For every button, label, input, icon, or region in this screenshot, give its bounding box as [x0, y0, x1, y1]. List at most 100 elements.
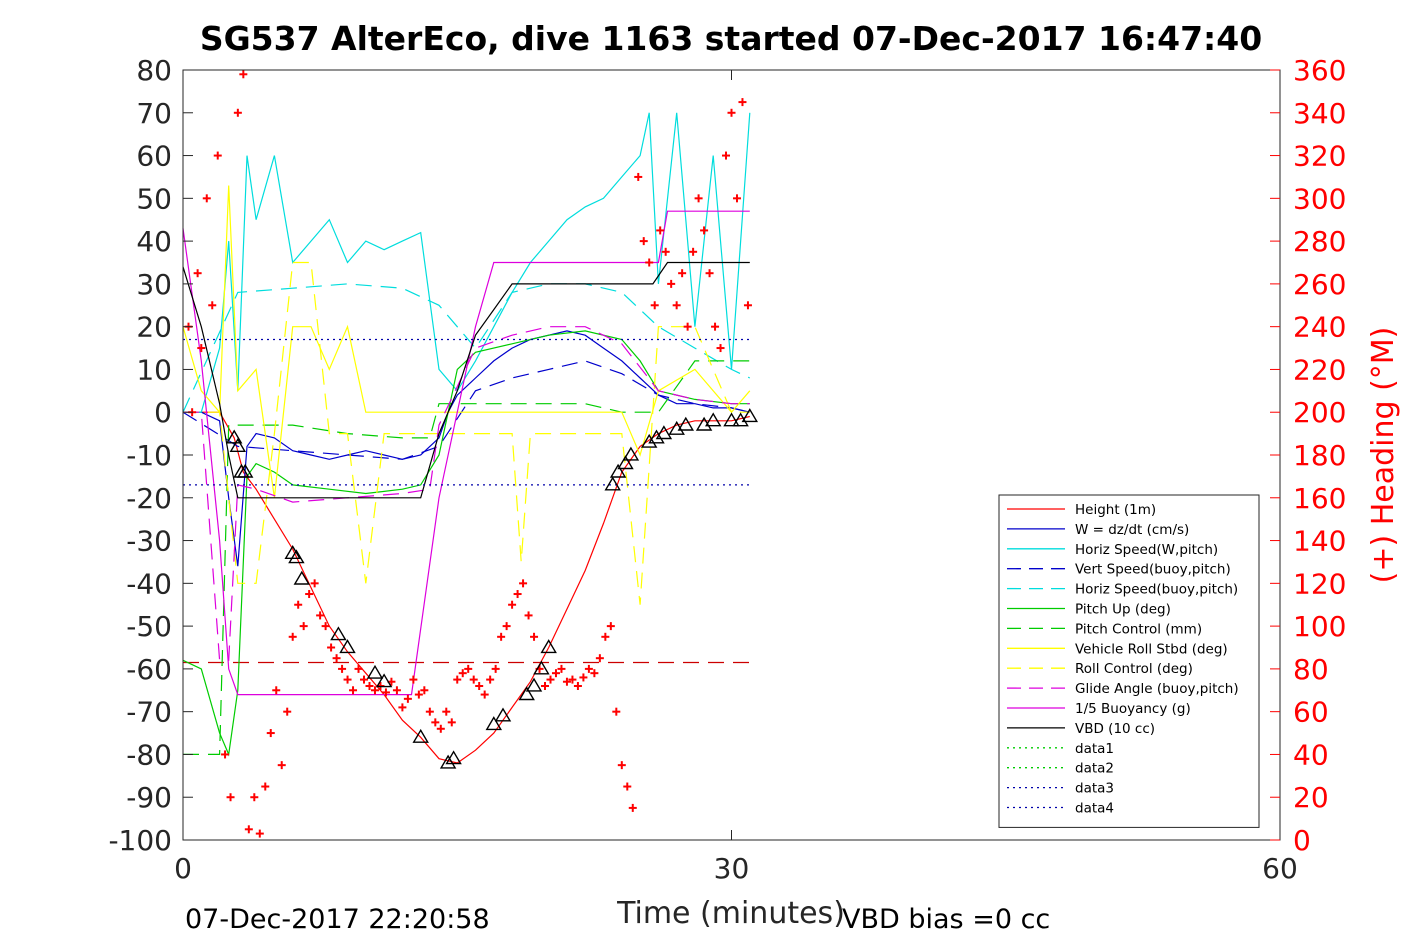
legend-item-vert-speed-buoy-pitch: Vert Speed(buoy,pitch): [1007, 562, 1231, 578]
dive-marker: [229, 438, 247, 452]
y2-tick-label: 300: [1293, 182, 1346, 215]
dive-marker: [609, 463, 627, 478]
legend-item-vbd-10-cc: VBD (10 cc): [1007, 721, 1155, 737]
heading-point: [606, 622, 615, 631]
y2-tick-label: 340: [1293, 97, 1346, 130]
heading-point: [250, 793, 259, 802]
heading-point: [579, 673, 588, 682]
heading-point: [327, 643, 336, 652]
dive-marker: [518, 686, 535, 701]
legend-label: data2: [1075, 761, 1114, 777]
x-tick-label: 60: [1262, 852, 1298, 885]
heading-point: [678, 269, 687, 278]
heading-point: [689, 247, 698, 256]
dive-marker: [445, 750, 462, 765]
heading-point: [491, 664, 500, 673]
heading-point: [458, 669, 467, 678]
heading-point: [288, 632, 297, 641]
heading-point: [551, 669, 560, 678]
heading-point: [255, 829, 264, 838]
chart-title: SG537 AlterEco, dive 1163 started 07-Dec…: [200, 19, 1262, 58]
heading-point: [601, 632, 610, 641]
heading-point: [628, 803, 637, 812]
heading-point: [447, 718, 456, 727]
y-tick-label: 80: [136, 54, 172, 87]
heading-point: [208, 301, 217, 310]
y2-tick-label: 280: [1293, 225, 1346, 258]
series-line-pitch-control-mm: [183, 360, 750, 756]
heading-point: [497, 632, 506, 641]
y2-tick-label: 180: [1293, 439, 1346, 472]
dive-marker: [741, 408, 759, 423]
dive-marker: [339, 639, 356, 654]
heading-point: [469, 675, 478, 684]
y2-tick-label: 0: [1293, 824, 1311, 857]
y-tick-label: 50: [136, 182, 172, 215]
heading-point: [226, 793, 235, 802]
heading-point: [513, 590, 522, 599]
legend-item-height-1m: Height (1m): [1007, 502, 1156, 518]
tick-layer: 0 30 60-100-90-80-70-60-50-40-30-20-100102…: [108, 54, 1346, 885]
dive-marker: [225, 429, 243, 444]
heading-point: [272, 686, 281, 695]
dive-marker: [617, 455, 634, 470]
y-tick-label: -80: [126, 738, 172, 771]
heading-point: [360, 675, 369, 684]
heading-point: [732, 194, 741, 203]
dive-marker: [655, 425, 673, 440]
dive-marker: [622, 446, 640, 461]
y-tick-label: -50: [126, 610, 172, 643]
y-tick-label: 70: [136, 97, 172, 130]
heading-point: [546, 675, 555, 684]
series-line-pitch-up-deg: [182, 330, 750, 757]
y-tick-label: 30: [136, 268, 172, 301]
heading-point: [403, 694, 412, 703]
legend-item-horiz-speed-buoy-pitch: Horiz Speed(buoy,pitch): [1007, 582, 1238, 598]
heading-point: [727, 108, 736, 117]
heading-point: [310, 579, 319, 588]
dive-marker: [604, 476, 621, 491]
heading-point: [425, 707, 434, 716]
dive-marker: [723, 412, 740, 427]
y2-tick-label: 260: [1293, 268, 1346, 301]
heading-point: [667, 279, 676, 288]
y2-tick-label: 320: [1293, 140, 1346, 173]
heading-point: [299, 622, 308, 631]
y2-tick-label: 220: [1293, 353, 1346, 386]
legend-item-pitch-control-mm: Pitch Control (mm): [1007, 621, 1202, 637]
dive-marker: [439, 754, 457, 769]
legend-item-roll-control-deg: Roll Control (deg): [1007, 661, 1193, 677]
heading-point: [266, 729, 275, 738]
y2-tick-label: 20: [1293, 781, 1329, 814]
dive-marker: [704, 412, 722, 427]
y-tick-label: -20: [126, 482, 172, 515]
dive-marker: [648, 429, 665, 444]
legend-label: Roll Control (deg): [1075, 661, 1193, 677]
series-line-vbd-10-cc: [182, 261, 750, 499]
x-axis-label: Time (minutes): [616, 896, 845, 931]
heading-point: [639, 237, 648, 246]
legend-label: W = dz/dt (cm/s): [1075, 522, 1189, 538]
heading-point: [316, 611, 325, 620]
heading-point: [398, 703, 407, 712]
x-tick-label: 30: [714, 852, 750, 885]
heading-point: [612, 707, 621, 716]
legend-item-vehicle-roll-stbd-deg: Vehicle Roll Stbd (deg): [1007, 641, 1228, 657]
heading-point: [634, 172, 643, 181]
heading-point: [233, 108, 242, 117]
heading-point: [705, 269, 714, 278]
heading-point: [590, 669, 599, 678]
legend-label: Vehicle Roll Stbd (deg): [1075, 641, 1228, 657]
heading-point: [711, 322, 720, 331]
heading-point: [530, 632, 539, 641]
heading-point: [661, 247, 670, 256]
legend-label: Height (1m): [1075, 502, 1156, 518]
legend-item-data4: data4: [1007, 801, 1114, 817]
legend: Height (1m) W = dz/dt (cm/s) Horiz Speed(W…: [998, 494, 1260, 828]
heading-point: [202, 194, 211, 203]
dive-marker: [533, 660, 550, 675]
y-tick-label: 10: [136, 353, 172, 386]
dive-marker: [640, 433, 658, 448]
heading-point: [197, 344, 206, 353]
